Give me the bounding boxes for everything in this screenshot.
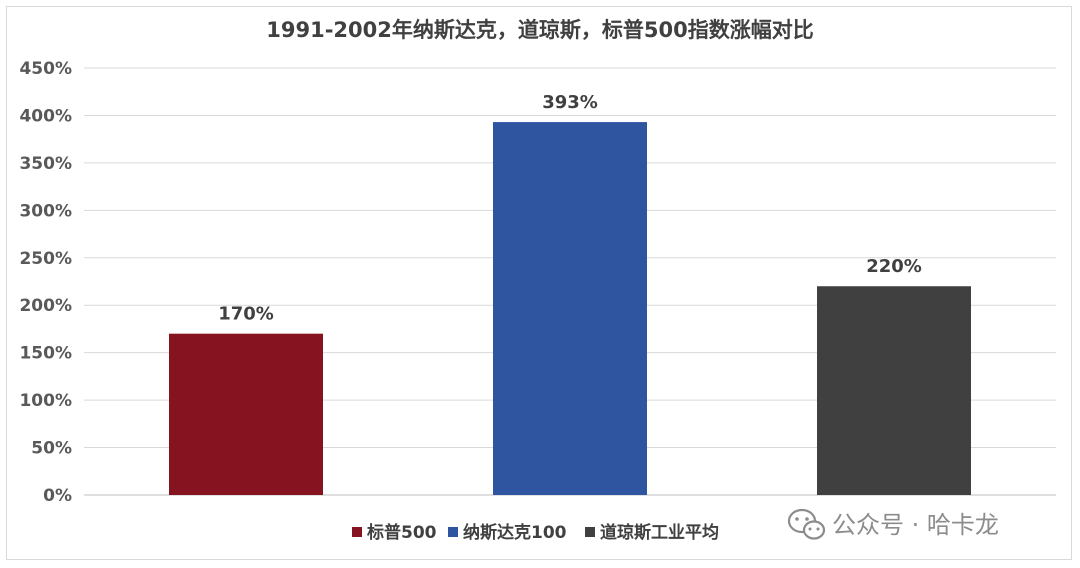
legend-label: 纳斯达克100 <box>463 522 567 543</box>
y-tick-label: 450% <box>19 59 72 79</box>
y-tick-label: 300% <box>19 201 72 221</box>
wechat-icon <box>787 508 826 540</box>
legend-swatch <box>585 527 595 537</box>
y-tick-label: 250% <box>19 249 72 269</box>
y-tick-label: 400% <box>19 106 72 126</box>
y-axis: 0% 50% 100% 150% 200% 250% 300% 350% 400% 450% <box>19 59 72 506</box>
chart-frame <box>6 6 1072 560</box>
watermark-text: 公众号 · 哈卡龙 <box>832 511 999 539</box>
y-tick-label: 0% <box>43 486 72 506</box>
y-tick-label: 200% <box>19 296 72 316</box>
y-tick-label: 350% <box>19 154 72 174</box>
y-tick-label: 50% <box>31 439 72 459</box>
y-tick-label: 150% <box>19 344 72 364</box>
watermark: 公众号 · 哈卡龙 <box>787 508 999 540</box>
bar <box>817 286 971 495</box>
data-label: 170% <box>218 304 274 325</box>
legend: 标普500 纳斯达克100 道琼斯工业平均 <box>352 522 719 543</box>
bar <box>493 122 647 495</box>
chart-title: 1991-2002年纳斯达克，道琼斯，标普500指数涨幅对比 <box>266 18 813 42</box>
legend-label: 道琼斯工业平均 <box>600 522 719 543</box>
data-label: 220% <box>866 256 922 277</box>
legend-label: 标普500 <box>367 522 437 543</box>
data-label: 393% <box>542 92 598 113</box>
data-labels: 170% 393% 220% <box>218 92 922 325</box>
bar <box>169 333 323 495</box>
bars <box>169 122 971 495</box>
legend-swatch <box>448 527 458 537</box>
legend-swatch <box>352 527 362 537</box>
y-tick-label: 100% <box>19 391 72 411</box>
